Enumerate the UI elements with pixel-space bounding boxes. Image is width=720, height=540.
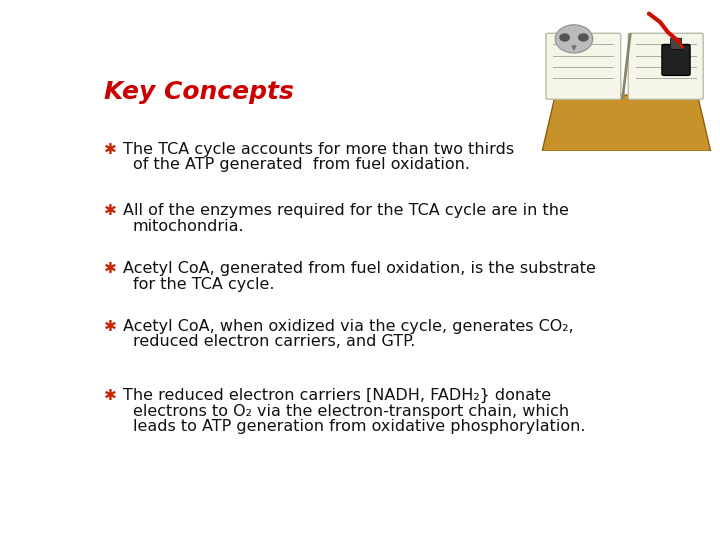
Circle shape [579, 34, 588, 41]
Text: ✱: ✱ [104, 204, 117, 218]
Text: ✱: ✱ [104, 261, 117, 276]
Text: The reduced electron carriers [NADH, FADH₂} donate: The reduced electron carriers [NADH, FAD… [122, 388, 551, 403]
Text: mitochondria.: mitochondria. [132, 219, 244, 234]
Text: Acetyl CoA, when oxidized via the cycle, generates CO₂,: Acetyl CoA, when oxidized via the cycle,… [122, 319, 573, 334]
Text: ✱: ✱ [104, 319, 117, 334]
Text: Acetyl CoA, generated from fuel oxidation, is the substrate: Acetyl CoA, generated from fuel oxidatio… [122, 261, 595, 276]
FancyBboxPatch shape [546, 33, 621, 99]
Text: electrons to O₂ via the electron-transport chain, which: electrons to O₂ via the electron-transpo… [132, 403, 569, 418]
Text: of the ATP generated  from fuel oxidation.: of the ATP generated from fuel oxidation… [132, 157, 469, 172]
FancyBboxPatch shape [629, 33, 703, 99]
Circle shape [560, 34, 570, 41]
Polygon shape [542, 95, 711, 151]
Text: The TCA cycle accounts for more than two thirds: The TCA cycle accounts for more than two… [122, 142, 513, 157]
Text: leads to ATP generation from oxidative phosphorylation.: leads to ATP generation from oxidative p… [132, 419, 585, 434]
Polygon shape [572, 46, 576, 50]
Text: reduced electron carriers, and GTP.: reduced electron carriers, and GTP. [132, 334, 415, 349]
FancyBboxPatch shape [670, 38, 682, 49]
Text: Key Concepts: Key Concepts [104, 80, 294, 104]
FancyBboxPatch shape [662, 44, 690, 76]
Text: ✱: ✱ [104, 388, 117, 403]
Text: All of the enzymes required for the TCA cycle are in the: All of the enzymes required for the TCA … [122, 204, 568, 218]
Text: ✱: ✱ [104, 142, 117, 157]
Text: for the TCA cycle.: for the TCA cycle. [132, 276, 274, 292]
Circle shape [555, 25, 593, 53]
